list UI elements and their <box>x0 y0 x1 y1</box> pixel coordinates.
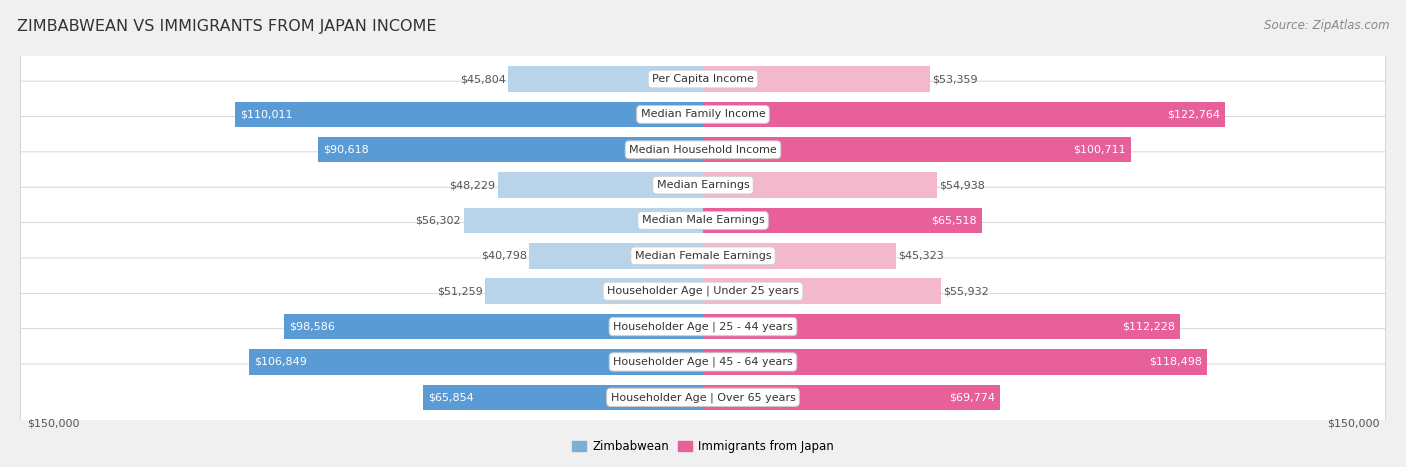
FancyBboxPatch shape <box>21 293 1385 360</box>
Bar <box>498 172 703 198</box>
Text: Householder Age | 45 - 64 years: Householder Age | 45 - 64 years <box>613 357 793 367</box>
Text: Median Earnings: Median Earnings <box>657 180 749 190</box>
Bar <box>703 208 981 233</box>
Text: $45,323: $45,323 <box>898 251 943 261</box>
Text: $56,302: $56,302 <box>415 215 461 226</box>
Bar <box>703 172 936 198</box>
Text: $51,259: $51,259 <box>437 286 482 296</box>
Text: Householder Age | Under 25 years: Householder Age | Under 25 years <box>607 286 799 297</box>
Text: $65,518: $65,518 <box>931 215 977 226</box>
Text: $106,849: $106,849 <box>253 357 307 367</box>
Text: ZIMBABWEAN VS IMMIGRANTS FROM JAPAN INCOME: ZIMBABWEAN VS IMMIGRANTS FROM JAPAN INCO… <box>17 19 436 34</box>
Text: $122,764: $122,764 <box>1167 109 1220 120</box>
Bar <box>423 385 703 410</box>
Bar <box>464 208 703 233</box>
FancyBboxPatch shape <box>21 81 1385 148</box>
Bar <box>508 66 703 92</box>
Bar <box>703 278 941 304</box>
Bar <box>703 243 896 269</box>
Text: $40,798: $40,798 <box>481 251 527 261</box>
Text: Per Capita Income: Per Capita Income <box>652 74 754 84</box>
Text: $65,854: $65,854 <box>427 392 474 402</box>
Bar <box>249 349 703 375</box>
Text: $112,228: $112,228 <box>1122 322 1175 332</box>
Bar <box>530 243 703 269</box>
FancyBboxPatch shape <box>21 46 1385 112</box>
FancyBboxPatch shape <box>21 329 1385 395</box>
Text: $69,774: $69,774 <box>949 392 994 402</box>
Bar <box>703 137 1132 163</box>
Text: Median Household Income: Median Household Income <box>628 145 778 155</box>
Text: Householder Age | 25 - 44 years: Householder Age | 25 - 44 years <box>613 321 793 332</box>
Text: $150,000: $150,000 <box>1327 418 1379 429</box>
Bar <box>703 385 1000 410</box>
Bar <box>235 102 703 127</box>
Text: $150,000: $150,000 <box>27 418 79 429</box>
Text: $55,932: $55,932 <box>943 286 990 296</box>
Bar <box>284 314 703 340</box>
Text: $45,804: $45,804 <box>460 74 506 84</box>
FancyBboxPatch shape <box>21 223 1385 289</box>
Text: $100,711: $100,711 <box>1074 145 1126 155</box>
FancyBboxPatch shape <box>21 364 1385 431</box>
Legend: Zimbabwean, Immigrants from Japan: Zimbabwean, Immigrants from Japan <box>567 436 839 458</box>
Bar <box>703 102 1225 127</box>
FancyBboxPatch shape <box>21 187 1385 254</box>
FancyBboxPatch shape <box>21 116 1385 183</box>
Text: $110,011: $110,011 <box>240 109 292 120</box>
Text: $98,586: $98,586 <box>288 322 335 332</box>
Bar <box>703 349 1206 375</box>
Text: $48,229: $48,229 <box>450 180 495 190</box>
Text: Median Female Earnings: Median Female Earnings <box>634 251 772 261</box>
Text: Median Male Earnings: Median Male Earnings <box>641 215 765 226</box>
Text: $54,938: $54,938 <box>939 180 986 190</box>
Text: $118,498: $118,498 <box>1149 357 1202 367</box>
FancyBboxPatch shape <box>21 152 1385 219</box>
Bar <box>703 66 929 92</box>
Text: Householder Age | Over 65 years: Householder Age | Over 65 years <box>610 392 796 403</box>
Bar <box>703 314 1180 340</box>
Text: Median Family Income: Median Family Income <box>641 109 765 120</box>
Text: Source: ZipAtlas.com: Source: ZipAtlas.com <box>1264 19 1389 32</box>
Bar <box>318 137 703 163</box>
FancyBboxPatch shape <box>21 258 1385 325</box>
Text: $90,618: $90,618 <box>323 145 368 155</box>
Bar <box>485 278 703 304</box>
Text: $53,359: $53,359 <box>932 74 979 84</box>
